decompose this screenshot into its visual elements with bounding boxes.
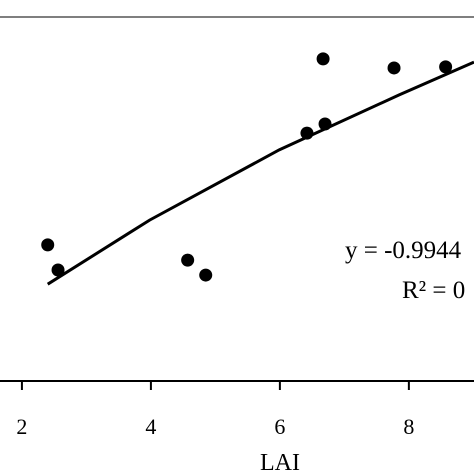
point — [199, 268, 213, 282]
fit-curve — [46, 60, 474, 286]
point — [51, 263, 65, 277]
x-tick-label: 4 — [145, 414, 156, 439]
point — [387, 61, 401, 75]
point — [41, 238, 55, 252]
point — [316, 52, 330, 66]
x-tick-label: 6 — [274, 414, 285, 439]
x-tick-label: 2 — [16, 414, 27, 439]
point — [439, 60, 453, 74]
annotation: y = -0.9944 — [345, 237, 462, 264]
annotation: R² = 0 — [402, 277, 465, 304]
x-axis-label: LAI — [260, 450, 300, 474]
point — [181, 253, 195, 267]
x-tick-label: 8 — [403, 414, 414, 439]
